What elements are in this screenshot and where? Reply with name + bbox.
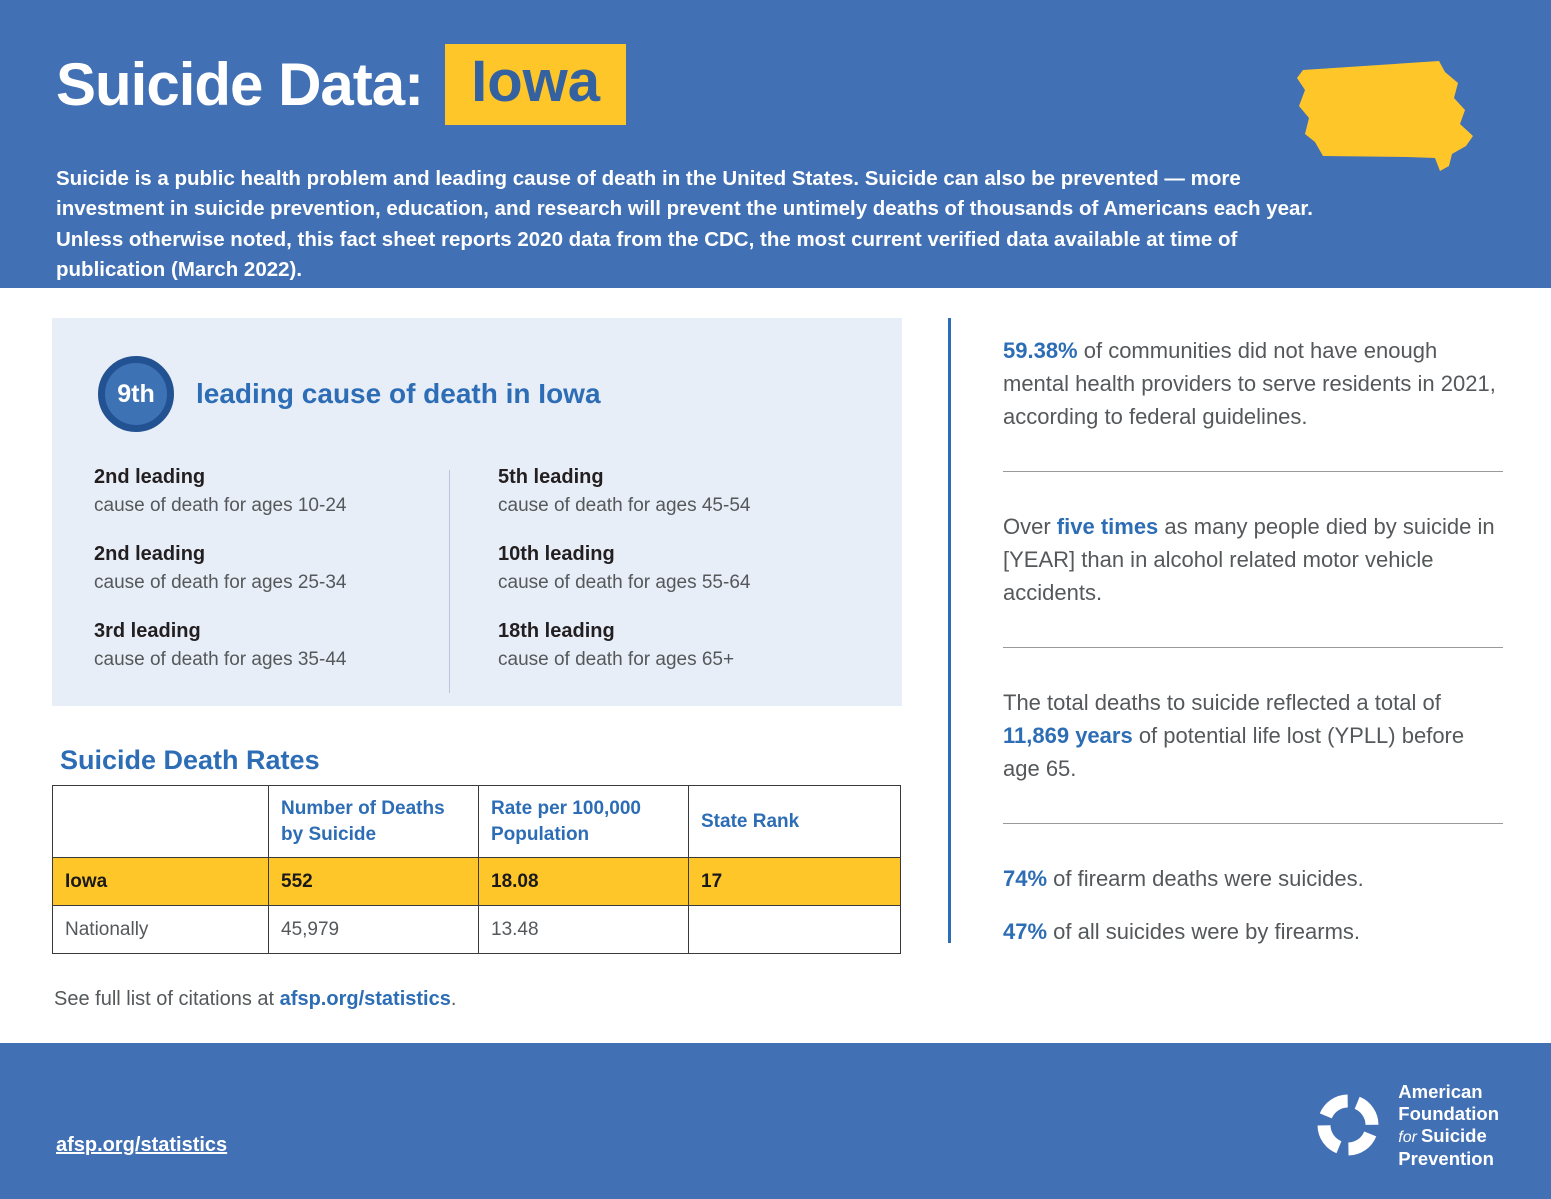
- table-header-row: Number of Deaths by Suicide Rate per 100…: [52, 784, 901, 859]
- lifebuoy-logo-icon: [1317, 1094, 1379, 1156]
- fact-suicides-by-firearm: 47% of all suicides were by firearms.: [1003, 915, 1503, 948]
- logo-line: Foundation: [1398, 1102, 1499, 1124]
- fact-firearm-deaths: 74% of firearm deaths were suicides.: [1003, 862, 1503, 895]
- fact-rest: as many people died by suicide in [YEAR]…: [1003, 514, 1495, 605]
- age-rank-desc: cause of death for ages 10-24: [94, 495, 347, 516]
- fact-pre: The total deaths to suicide reflected a …: [1003, 690, 1441, 715]
- fact-mental-health-providers: 59.38% of communities did not have enoug…: [1003, 334, 1503, 433]
- facts-column: 59.38% of communities did not have enoug…: [1003, 334, 1503, 968]
- column-header-deaths: Number of Deaths by Suicide: [268, 784, 479, 859]
- logo-line: Prevention: [1398, 1147, 1494, 1169]
- fact-pre: Over: [1003, 514, 1057, 539]
- cell-deaths: 552: [268, 857, 479, 907]
- column-header-rate: Rate per 100,000 Population: [478, 784, 689, 859]
- column-header-rank: State Rank: [688, 784, 901, 859]
- afsp-logo: American Foundation for Suicide Preventio…: [1312, 1081, 1499, 1169]
- age-rank-desc: cause of death for ages 55-64: [498, 572, 751, 593]
- age-rank-label: 5th leading: [498, 466, 604, 488]
- age-rank-item: 5th leading cause of death for ages 45-5…: [498, 466, 805, 517]
- citation-post: .: [450, 988, 457, 1010]
- age-rank-label: 10th leading: [498, 543, 615, 565]
- age-group-column-right: 5th leading cause of death for ages 45-5…: [450, 466, 805, 697]
- fact-divider: [1003, 823, 1503, 824]
- death-rates-table: Number of Deaths by Suicide Rate per 100…: [52, 784, 901, 955]
- cell-rate: 13.48: [478, 905, 689, 955]
- age-rank-item: 18th leading cause of death for ages 65+: [498, 620, 805, 671]
- afsp-logo-text: American Foundation for Suicide Preventio…: [1398, 1081, 1499, 1169]
- citations-link[interactable]: afsp.org/statistics: [279, 988, 451, 1010]
- logo-line-rest: Suicide: [1420, 1124, 1487, 1146]
- page-title: Suicide Data:: [56, 51, 424, 118]
- age-rank-label: 3rd leading: [94, 620, 201, 642]
- logo-for: for: [1398, 1128, 1417, 1146]
- fact-stat: 11,869 years: [1003, 723, 1133, 748]
- column-divider: [449, 470, 450, 693]
- age-rank-desc: cause of death for ages 35-44: [94, 649, 347, 670]
- cell-label: Iowa: [52, 857, 269, 907]
- footer-band: afsp.org/statistics American Foundation …: [0, 1043, 1551, 1199]
- age-rank-desc: cause of death for ages 65+: [498, 649, 735, 670]
- age-group-column-left: 2nd leading cause of death for ages 10-2…: [94, 466, 449, 697]
- age-rank-item: 2nd leading cause of death for ages 10-2…: [94, 466, 449, 517]
- fact-rest: of communities did not have enough menta…: [1003, 338, 1496, 429]
- citation-pre: See full list of citations at: [54, 988, 280, 1010]
- title-row: Suicide Data: Iowa: [56, 44, 627, 125]
- fact-rest: of firearm deaths were suicides.: [1047, 866, 1364, 891]
- intro-paragraph: Suicide is a public health problem and l…: [56, 167, 1313, 281]
- fact-rest: of all suicides were by firearms.: [1047, 919, 1361, 944]
- fact-divider: [1003, 471, 1503, 472]
- age-rank-item: 3rd leading cause of death for ages 35-4…: [94, 620, 449, 671]
- vertical-divider: [948, 318, 951, 943]
- age-rank-label: 2nd leading: [94, 466, 206, 488]
- cell-deaths: 45,979: [268, 905, 479, 955]
- iowa-state-icon: [1297, 61, 1473, 171]
- leading-cause-heading: leading cause of death in Iowa: [196, 378, 601, 409]
- logo-line: for Suicide: [1398, 1125, 1499, 1148]
- cell-rank: [688, 905, 901, 955]
- logo-line: American: [1398, 1081, 1483, 1102]
- age-rank-desc: cause of death for ages 45-54: [498, 495, 751, 516]
- fact-rest: of potential life lost (YPLL) before age…: [1003, 723, 1465, 781]
- header-band: Suicide Data: Iowa Suicide is a public h…: [0, 0, 1551, 288]
- fact-stat: five times: [1056, 514, 1159, 539]
- age-rank-desc: cause of death for ages 25-34: [94, 572, 347, 593]
- age-group-columns: 2nd leading cause of death for ages 10-2…: [94, 466, 860, 697]
- table-row-iowa: Iowa 552 18.08 17: [52, 857, 901, 907]
- cell-label: Nationally: [52, 905, 269, 955]
- age-rank-label: 2nd leading: [94, 543, 206, 565]
- fact-ypll: The total deaths to suicide reflected a …: [1003, 686, 1503, 785]
- fact-stat: 74%: [1003, 866, 1048, 891]
- fact-stat: 59.38%: [1003, 338, 1078, 363]
- age-rank-item: 2nd leading cause of death for ages 25-3…: [94, 543, 449, 594]
- column-header-blank: [52, 784, 269, 859]
- death-rates-heading: Suicide Death Rates: [60, 745, 320, 775]
- main-content: 9th leading cause of death in Iowa 2nd l…: [0, 288, 1551, 1043]
- cell-rate: 18.08: [478, 857, 689, 907]
- rank-badge: 9th: [98, 356, 174, 432]
- age-rank-item: 10th leading cause of death for ages 55-…: [498, 543, 805, 594]
- fact-alcohol-comparison: Over five times as many people died by s…: [1003, 510, 1503, 609]
- leading-cause-panel: 9th leading cause of death in Iowa 2nd l…: [52, 318, 902, 706]
- age-rank-label: 18th leading: [498, 620, 615, 642]
- citation-line: See full list of citations at afsp.org/s…: [54, 988, 456, 1011]
- fact-stat: 47%: [1003, 919, 1048, 944]
- fact-divider: [1003, 647, 1503, 648]
- leading-cause-header: 9th leading cause of death in Iowa: [98, 356, 860, 432]
- state-name-highlight: Iowa: [445, 44, 627, 125]
- footer-statistics-link[interactable]: afsp.org/statistics: [56, 1134, 228, 1156]
- cell-rank: 17: [688, 857, 901, 907]
- table-row-nationally: Nationally 45,979 13.48: [52, 905, 901, 955]
